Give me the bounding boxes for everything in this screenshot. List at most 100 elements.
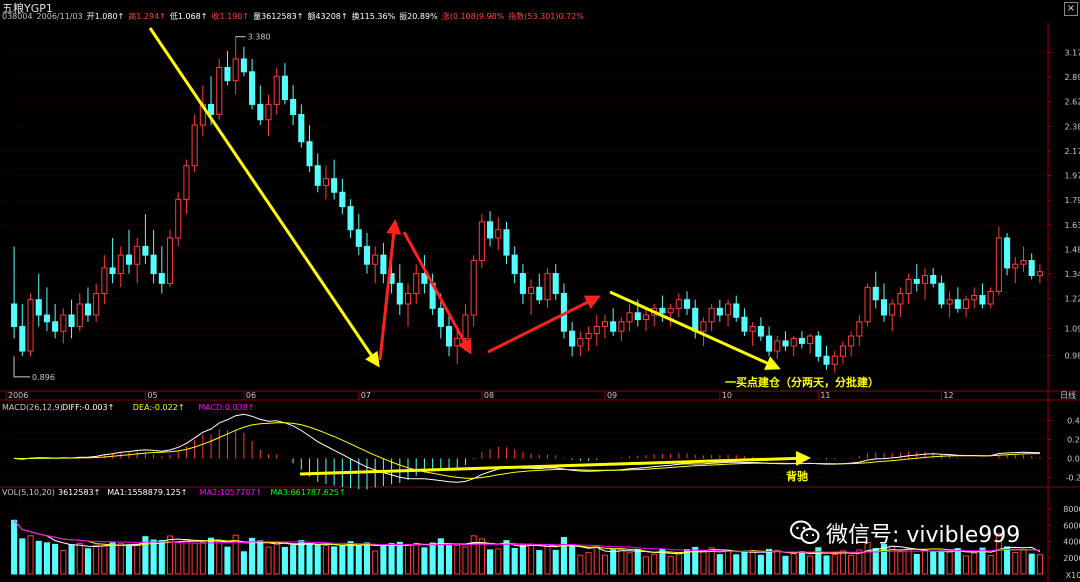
volume-bar — [560, 537, 567, 575]
volume-bar — [421, 547, 428, 575]
candle-body — [27, 299, 34, 352]
recovery-arrow — [487, 295, 601, 354]
vol-title: VOL(5,10,20) — [2, 488, 55, 497]
candle-body — [823, 355, 830, 365]
candle-body — [380, 254, 387, 275]
macd-tick-label: -0.20 — [1066, 473, 1080, 482]
candle-body — [454, 337, 461, 347]
candle-body — [101, 267, 108, 294]
volume-bar — [831, 554, 838, 575]
candle-body — [962, 299, 970, 309]
candle-body — [413, 273, 420, 294]
candle-body — [536, 286, 543, 301]
candle-body — [716, 307, 723, 316]
volume-bar — [872, 548, 879, 575]
candle-body — [495, 229, 502, 239]
candle-body — [618, 321, 625, 332]
candle-body — [445, 325, 453, 347]
volume-bar — [331, 546, 338, 575]
volume-bar — [495, 548, 502, 575]
candle-body — [322, 178, 329, 186]
volume-bar — [109, 542, 116, 575]
candle-body — [872, 286, 879, 301]
candle-body — [979, 295, 986, 305]
volume-bar — [725, 549, 732, 575]
candle-body — [749, 325, 756, 332]
price-tick-label: 1.974 — [1065, 172, 1080, 181]
month-label: 12 — [943, 391, 953, 400]
price-tick-label: 1.483 — [1065, 245, 1080, 254]
macd-title: MACD(26,12,9) — [2, 403, 63, 412]
volume-bar — [954, 548, 961, 575]
candle-body — [569, 330, 576, 347]
candle-body — [1020, 260, 1027, 265]
vol-tick-label: 80000 — [1063, 505, 1080, 514]
volume-bar — [839, 550, 846, 575]
candle-body — [733, 303, 740, 318]
candle-body — [421, 273, 428, 284]
candle-body — [404, 292, 412, 305]
month-label: 09 — [607, 391, 617, 400]
volume-bar — [651, 553, 658, 575]
volume-bar — [35, 540, 42, 575]
candle-body — [232, 58, 239, 82]
volume-bar — [478, 538, 485, 575]
volume-bar — [675, 552, 682, 575]
candle-body — [552, 273, 559, 294]
candle-body — [306, 141, 313, 167]
volume-bar — [232, 534, 239, 575]
volume-bar — [388, 542, 395, 575]
volume-bar — [413, 542, 420, 575]
candle-body — [158, 273, 165, 284]
candle-body — [528, 286, 535, 294]
candle-body — [265, 103, 272, 121]
price-tick-label: 1.092 — [1065, 324, 1080, 333]
candle-body — [249, 71, 256, 105]
candle-body — [519, 273, 526, 294]
vol-tick-label: 60000 — [1063, 521, 1080, 530]
volume-bar — [544, 544, 551, 575]
volume-bar — [807, 555, 814, 575]
second-decline-arrow — [609, 290, 781, 370]
candle-body — [60, 314, 67, 332]
volume-bar — [216, 540, 223, 575]
macd-tick-label: 0.00 — [1067, 454, 1080, 463]
vol-unit-label: X100 — [1066, 571, 1080, 580]
volume-bar — [84, 548, 92, 575]
macd-tick-label: 0.20 — [1067, 435, 1080, 444]
volume-bar — [445, 545, 453, 575]
candle-body — [815, 335, 822, 357]
candle-body — [76, 303, 83, 327]
volume-bar — [380, 544, 387, 575]
price-tick-label: 1.348 — [1065, 270, 1080, 279]
volume-bar — [265, 546, 272, 575]
volume-bar — [577, 554, 584, 575]
candle-body — [183, 165, 190, 200]
candle-body — [273, 75, 280, 105]
close-button[interactable]: × — [1064, 2, 1078, 16]
candle-body — [396, 282, 403, 305]
price-tick-label: 1.794 — [1065, 196, 1080, 205]
volume-bar — [43, 542, 50, 575]
volume-bar — [404, 544, 412, 575]
candle-body — [257, 103, 264, 121]
candle-body — [585, 333, 592, 339]
month-label: 08 — [484, 391, 494, 400]
candle-body — [43, 314, 50, 323]
candle-body — [478, 221, 485, 262]
volume-bar — [437, 538, 444, 575]
macd-legend-item: DEA:-0.022↑ — [133, 403, 185, 412]
volume-bar — [741, 550, 748, 575]
candle-body — [913, 278, 920, 284]
candle-body — [1012, 263, 1019, 269]
volume-bar — [429, 542, 436, 575]
quote-info-item: 038004 — [2, 12, 33, 21]
candle-body — [240, 58, 247, 73]
period-label: 日线 — [1060, 390, 1076, 400]
candle-body — [68, 314, 75, 327]
volume-bar — [314, 544, 321, 575]
volume-bar — [905, 548, 912, 575]
watermark-text: 微信号: vivible999 — [826, 523, 1021, 548]
volume-bar — [798, 551, 805, 575]
candle-body — [191, 124, 198, 167]
